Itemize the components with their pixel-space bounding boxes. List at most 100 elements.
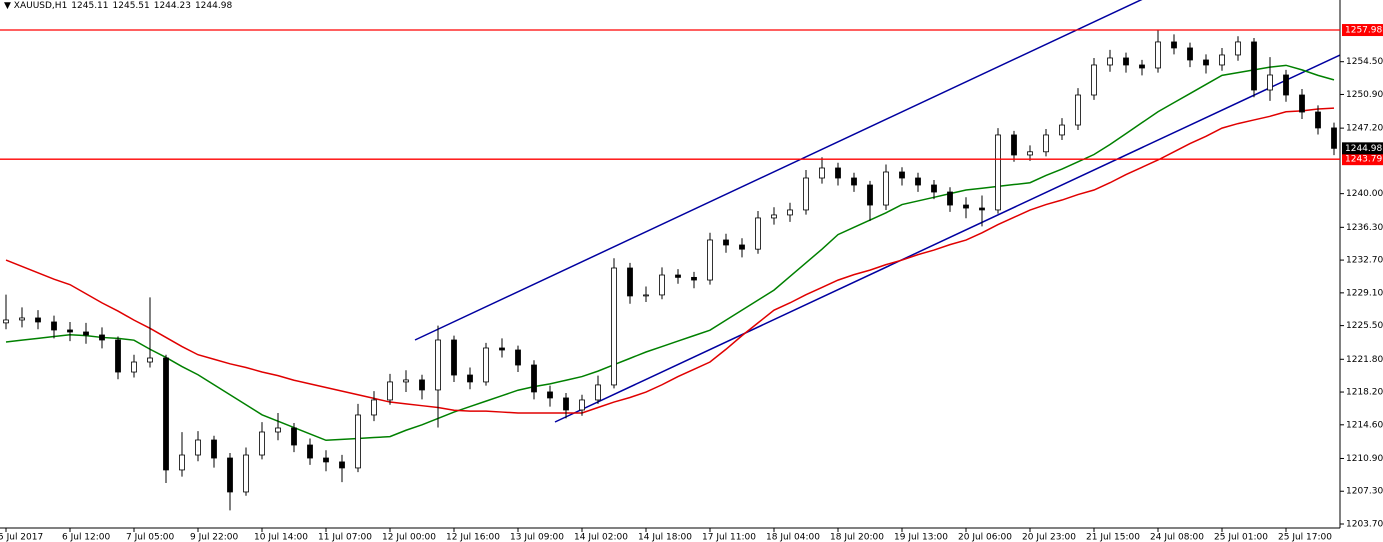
level-label: 1257.98: [1345, 26, 1382, 36]
plot-area: [3, 0, 1340, 511]
candle-body: [195, 439, 201, 456]
candle-body: [35, 317, 41, 323]
candle-body: [51, 321, 57, 331]
candle-body: [1283, 74, 1289, 96]
candle-body: [995, 134, 1001, 211]
candle-body: [659, 274, 665, 296]
candle-body: [291, 427, 297, 446]
candle-body: [1139, 64, 1145, 69]
y-tick-label: 1214.60: [1346, 420, 1383, 430]
y-tick-label: 1229.10: [1346, 288, 1383, 298]
candle-body: [243, 454, 249, 493]
x-tick-label: 5 Jul 2017: [0, 533, 43, 542]
candle-body: [883, 171, 889, 206]
y-tick-label: 1221.80: [1346, 355, 1383, 365]
x-tick-label: 19 Jul 13:00: [894, 533, 948, 542]
candle-body: [643, 294, 649, 297]
candle-body: [739, 244, 745, 250]
candle-body: [835, 167, 841, 179]
candle-body: [579, 399, 585, 411]
x-tick-label: 12 Jul 16:00: [446, 533, 500, 542]
candle-body: [163, 357, 169, 471]
candle-body: [531, 364, 537, 393]
candle-body: [947, 191, 953, 206]
candle-body: [691, 276, 697, 281]
trend-line: [554, 54, 1340, 423]
moving-average: [5, 107, 1335, 414]
candle-body: [371, 399, 377, 416]
candle-body: [1011, 134, 1017, 156]
x-tick-label: 17 Jul 11:00: [702, 533, 756, 542]
candle-body: [1075, 94, 1081, 126]
x-tick-label: 25 Jul 01:00: [1214, 533, 1268, 542]
x-tick-label: 18 Jul 04:00: [766, 533, 820, 542]
candle-body: [1107, 57, 1113, 66]
x-tick-label: 14 Jul 02:00: [574, 533, 628, 542]
y-tick-label: 1210.90: [1346, 454, 1383, 464]
x-tick-label: 12 Jul 00:00: [382, 533, 436, 542]
x-tick-label: 20 Jul 23:00: [1022, 533, 1076, 542]
candle-body: [1043, 134, 1049, 153]
candle-body: [563, 397, 569, 411]
y-tick-label: 1254.50: [1346, 57, 1383, 67]
candle-body: [915, 177, 921, 186]
candle-body: [611, 267, 617, 386]
y-tick-label: 1232.70: [1346, 256, 1383, 266]
candle-body: [707, 239, 713, 281]
candle-body: [515, 349, 521, 366]
candle-body: [419, 379, 425, 391]
candle-body: [115, 339, 121, 373]
candle-body: [963, 204, 969, 209]
y-tick-label: 1218.20: [1346, 388, 1383, 398]
candle-body: [1187, 47, 1193, 61]
candle-body: [211, 439, 217, 459]
candle-body: [1267, 74, 1273, 91]
candle-body: [259, 431, 265, 456]
y-tick-label: 1225.50: [1346, 321, 1383, 331]
candle-body: [1123, 57, 1129, 66]
moving-average: [5, 64, 1335, 442]
candle-body: [99, 334, 105, 341]
candle-body: [675, 274, 681, 278]
x-tick-label: 13 Jul 09:00: [510, 533, 564, 542]
x-tick-label: 25 Jul 17:00: [1278, 533, 1332, 542]
candle-body: [723, 239, 729, 246]
x-tick-label: 10 Jul 14:00: [254, 533, 308, 542]
x-tick-label: 14 Jul 18:00: [638, 533, 692, 542]
y-tick-label: 1247.20: [1346, 124, 1383, 134]
close-price: 1244.98: [194, 1, 233, 11]
candle-body: [147, 357, 153, 363]
candle-body: [1203, 59, 1209, 66]
x-tick-label: 24 Jul 08:00: [1150, 533, 1204, 542]
candle-body: [979, 207, 985, 211]
price-label-bg: [1342, 142, 1383, 155]
candle-body: [1091, 64, 1097, 96]
level-label-bg: [1342, 24, 1383, 37]
candle-body: [787, 209, 793, 216]
x-tick-label: 6 Jul 12:00: [62, 533, 111, 542]
candle-body: [275, 427, 281, 433]
candle-body: [131, 361, 137, 373]
candle-body: [1219, 54, 1225, 66]
high-price: 1245.51: [112, 1, 150, 11]
y-tick-label: 1203.70: [1346, 519, 1383, 529]
candle-body: [1171, 41, 1177, 49]
candle-body: [1027, 151, 1033, 156]
candle-body: [227, 457, 233, 493]
candle-body: [387, 381, 393, 401]
symbol: XAUUSD,H1: [13, 1, 68, 11]
candle-body: [451, 339, 457, 376]
y-tick-label: 1250.90: [1346, 90, 1383, 100]
candle-body: [3, 319, 9, 324]
candle-body: [483, 347, 489, 383]
x-tick-label: 9 Jul 22:00: [190, 533, 239, 542]
x-tick-label: 21 Jul 15:00: [1086, 533, 1140, 542]
candle-body: [1235, 41, 1241, 56]
candle-body: [627, 267, 633, 297]
x-tick-label: 18 Jul 20:00: [830, 533, 884, 542]
candle-body: [499, 347, 505, 351]
candle-body: [67, 329, 73, 333]
candle-body: [547, 391, 553, 399]
